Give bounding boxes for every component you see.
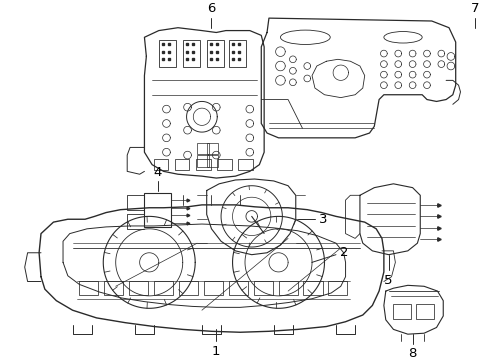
Bar bbox=[159, 40, 176, 67]
Text: 7: 7 bbox=[470, 2, 479, 15]
Bar bbox=[229, 282, 248, 295]
Bar bbox=[175, 159, 190, 170]
Text: 6: 6 bbox=[207, 2, 216, 15]
Bar bbox=[278, 282, 297, 295]
Text: 2: 2 bbox=[340, 246, 348, 259]
Bar bbox=[217, 159, 232, 170]
Bar bbox=[183, 40, 200, 67]
Bar bbox=[154, 282, 173, 295]
Bar bbox=[207, 143, 218, 154]
Bar bbox=[179, 282, 198, 295]
Bar bbox=[79, 282, 98, 295]
Bar bbox=[207, 40, 224, 67]
Text: 3: 3 bbox=[318, 213, 327, 226]
Bar bbox=[238, 159, 253, 170]
Bar bbox=[129, 282, 148, 295]
Bar bbox=[254, 282, 273, 295]
Bar bbox=[207, 155, 218, 167]
Bar bbox=[229, 40, 246, 67]
Bar bbox=[303, 282, 322, 295]
Bar bbox=[104, 282, 123, 295]
Text: 5: 5 bbox=[385, 274, 393, 287]
Bar bbox=[393, 303, 411, 319]
Bar bbox=[145, 193, 171, 227]
Bar bbox=[196, 159, 211, 170]
Bar bbox=[416, 303, 434, 319]
Text: 4: 4 bbox=[154, 166, 162, 179]
Bar bbox=[197, 155, 209, 167]
Bar bbox=[328, 282, 347, 295]
Text: 1: 1 bbox=[212, 345, 220, 358]
Text: 8: 8 bbox=[408, 347, 417, 360]
Bar bbox=[204, 282, 223, 295]
Bar bbox=[154, 159, 169, 170]
Bar bbox=[197, 143, 209, 154]
